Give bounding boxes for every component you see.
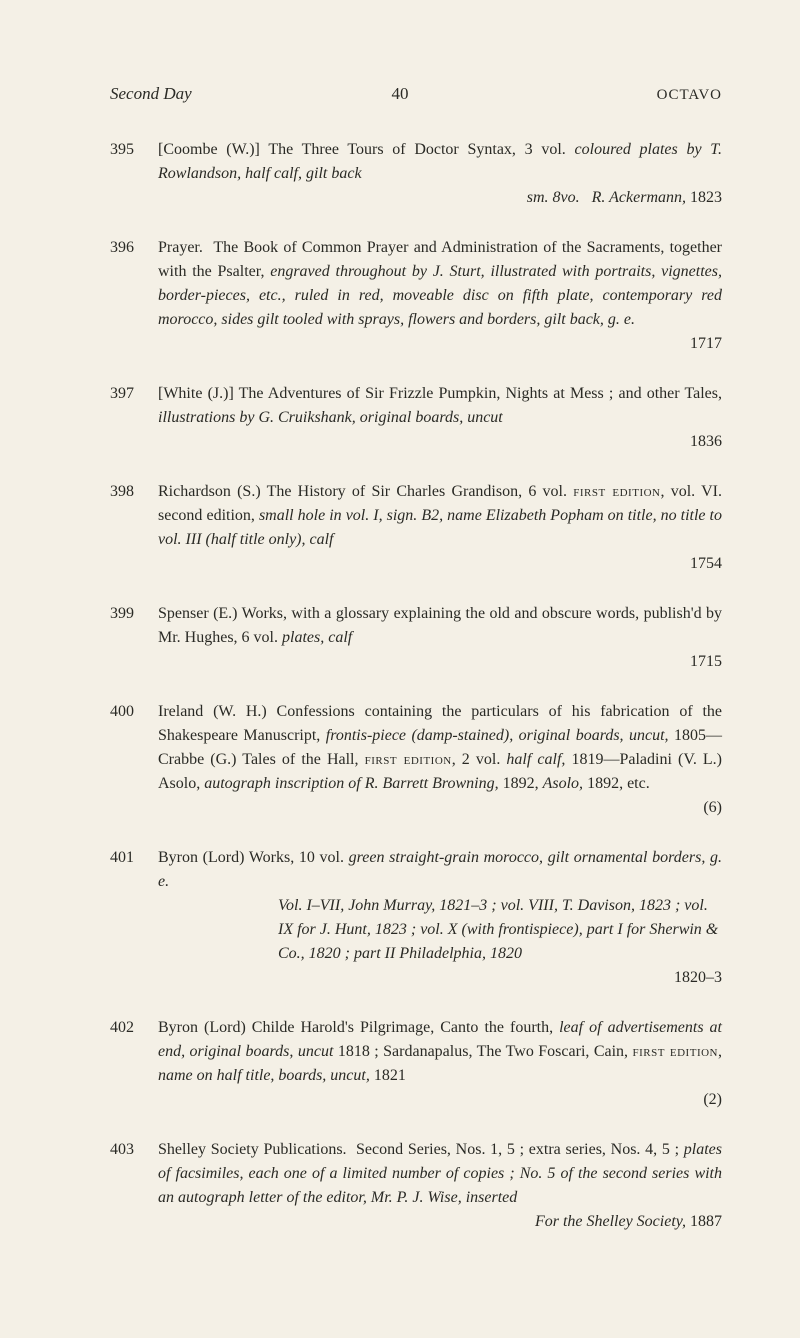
catalogue-entry: 399 Spenser (E.) Works, with a glossary …: [110, 602, 722, 674]
entry-body: Ireland (W. H.) Confessions containing t…: [158, 700, 722, 820]
lot-number: 401: [110, 846, 158, 990]
page-header: Second Day 40 OCTAVO: [110, 84, 722, 104]
lot-number: 403: [110, 1138, 158, 1234]
entry-body: [Coombe (W.)] The Three Tours of Doctor …: [158, 138, 722, 210]
lot-number: 402: [110, 1016, 158, 1112]
entry-text: 1818 ; Sardanapalus, The Two Foscari, Ca…: [333, 1043, 632, 1060]
catalogue-entry: 403 Shelley Society Publications. Second…: [110, 1138, 722, 1234]
entry-lastline: 1820–3: [158, 966, 722, 990]
catalogue-entry: 400 Ireland (W. H.) Confessions containi…: [110, 700, 722, 820]
entry-lastline: 1717: [158, 332, 722, 356]
entry-italic: frontis-piece (damp-stained), original b…: [326, 727, 669, 744]
first-edition-label: first edition: [573, 483, 660, 500]
header-right: OCTAVO: [657, 87, 722, 104]
year: 1836: [690, 430, 722, 454]
header-left: Second Day: [110, 84, 192, 104]
year: 1887: [690, 1213, 722, 1230]
imprint: For the Shelley Society,: [535, 1213, 686, 1230]
entry-text: Shelley Society Publications. Second Ser…: [158, 1141, 684, 1158]
page: Second Day 40 OCTAVO 395 [Coombe (W.)] T…: [0, 0, 800, 1338]
catalogue-entry: 402 Byron (Lord) Childe Harold's Pilgrim…: [110, 1016, 722, 1112]
entry-lastline: (2): [158, 1088, 722, 1112]
lot-number: 400: [110, 700, 158, 820]
imprint: sm. 8vo. R. Ackermann,: [527, 189, 686, 206]
year: 1717: [690, 332, 722, 356]
entry-text: Byron (Lord) Works, 10 vol.: [158, 849, 349, 866]
entry-italic: name on half title, boards, uncut,: [158, 1067, 370, 1084]
entry-lastline: (6): [158, 796, 722, 820]
first-edition-label: first edition: [633, 1043, 719, 1060]
count: (6): [703, 796, 722, 820]
entry-italic: Asolo,: [543, 775, 583, 792]
lot-number: 395: [110, 138, 158, 210]
entry-text: 1892,: [499, 775, 543, 792]
entry-text: 1821: [370, 1067, 406, 1084]
entry-body: Spenser (E.) Works, with a glossary expl…: [158, 602, 722, 674]
lot-number: 398: [110, 480, 158, 576]
entry-lastline: 1715: [158, 650, 722, 674]
entry-indent-block: Vol. I–VII, John Murray, 1821–3 ; vol. V…: [278, 894, 722, 966]
entry-body: Byron (Lord) Childe Harold's Pilgrimage,…: [158, 1016, 722, 1112]
entry-lastline: 1754: [158, 552, 722, 576]
entry-text: ,: [718, 1043, 722, 1060]
entry-text: 1892, etc.: [583, 775, 650, 792]
catalogue-entry: 401 Byron (Lord) Works, 10 vol. green st…: [110, 846, 722, 990]
entry-body: Richardson (S.) The History of Sir Charl…: [158, 480, 722, 576]
lot-number: 397: [110, 382, 158, 454]
year: 1823: [690, 189, 722, 206]
entry-body: Shelley Society Publications. Second Ser…: [158, 1138, 722, 1234]
entry-italic: illustrations by G. Cruikshank, original…: [158, 409, 503, 426]
entry-text: , 2 vol.: [452, 751, 507, 768]
catalogue-entry: 395 [Coombe (W.)] The Three Tours of Doc…: [110, 138, 722, 210]
year: 1754: [690, 552, 722, 576]
entry-text: [Coombe (W.)] The Three Tours of Doctor …: [158, 141, 566, 158]
first-edition-label: first edition: [365, 751, 452, 768]
entry-italic: half calf,: [506, 751, 565, 768]
lot-number: 399: [110, 602, 158, 674]
entry-body: Byron (Lord) Works, 10 vol. green straig…: [158, 846, 722, 990]
year: 1820–3: [674, 966, 722, 990]
lot-number: 396: [110, 236, 158, 356]
count: (2): [703, 1088, 722, 1112]
entry-lastline: For the Shelley Society, 1887: [158, 1210, 722, 1234]
catalogue-entry: 398 Richardson (S.) The History of Sir C…: [110, 480, 722, 576]
entry-text: Richardson (S.) The History of Sir Charl…: [158, 483, 573, 500]
entry-italic: plates, calf: [282, 629, 352, 646]
entry-lastline: 1836: [158, 430, 722, 454]
year: 1715: [690, 650, 722, 674]
entry-text: Byron (Lord) Childe Harold's Pilgrimage,…: [158, 1019, 559, 1036]
catalogue-entry: 396 Prayer. The Book of Common Prayer an…: [110, 236, 722, 356]
entry-text: Spenser (E.) Works, with a glossary expl…: [158, 605, 722, 646]
catalogue-entry: 397 [White (J.)] The Adventures of Sir F…: [110, 382, 722, 454]
entry-text: [White (J.)] The Adventures of Sir Frizz…: [158, 385, 722, 402]
header-page-number: 40: [392, 84, 409, 104]
entry-body: [White (J.)] The Adventures of Sir Frizz…: [158, 382, 722, 454]
entry-italic: autograph inscription of R. Barrett Brow…: [204, 775, 498, 792]
entry-lastline: sm. 8vo. R. Ackermann, 1823: [158, 186, 722, 210]
entry-body: Prayer. The Book of Common Prayer and Ad…: [158, 236, 722, 356]
